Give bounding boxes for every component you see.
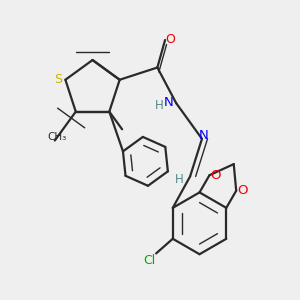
Text: O: O [237, 184, 248, 197]
Text: H: H [154, 99, 163, 112]
Text: O: O [211, 169, 221, 182]
Text: S: S [54, 73, 62, 86]
Text: N: N [164, 96, 174, 109]
Text: CH₃: CH₃ [47, 132, 66, 142]
Text: O: O [166, 34, 176, 46]
Text: H: H [175, 173, 183, 186]
Text: N: N [199, 129, 209, 142]
Text: Cl: Cl [143, 254, 155, 267]
